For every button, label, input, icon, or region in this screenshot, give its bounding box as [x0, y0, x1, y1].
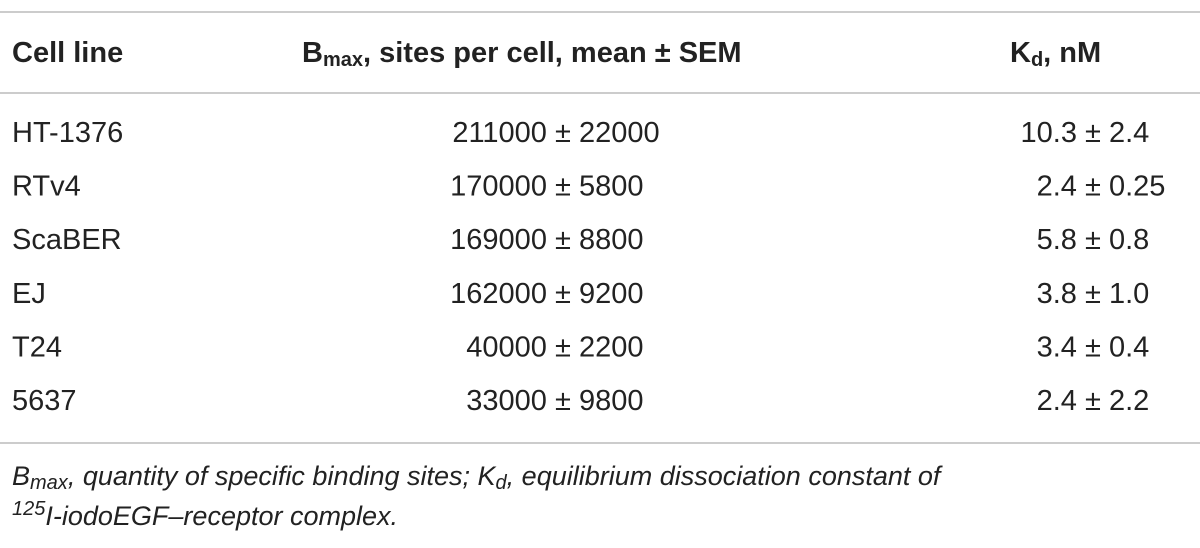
- cell-value: 10.3 ± 2.4: [1021, 117, 1150, 149]
- table-body: HT-1376 211000 ± 22000 10.3 ± 2.4 RTv4 17000…: [12, 117, 1165, 417]
- header-text: , sites per cell, mean ± SEM: [363, 37, 742, 69]
- footnote-line: Bmax, quantity of specific binding sites…: [12, 461, 943, 494]
- cell-value: 170000 ± 5800: [450, 171, 643, 203]
- header-text: , nM: [1043, 37, 1101, 69]
- cell-value: 2.4 ± 2.2: [1037, 385, 1150, 417]
- symbol: B: [302, 37, 323, 69]
- symbol: K: [1010, 37, 1031, 69]
- subscript: d: [1031, 49, 1043, 71]
- cell-value: 211000 ± 22000: [452, 117, 659, 149]
- cell-value: 3.4 ± 0.4: [1037, 331, 1150, 363]
- cell-line: 5637: [12, 385, 77, 417]
- cell-line: HT-1376: [12, 117, 123, 149]
- cell-value: 162000 ± 9200: [450, 278, 643, 310]
- cell-line: ScaBER: [12, 224, 122, 256]
- header-cell: Cell line: [12, 37, 123, 69]
- superscript: 125: [12, 498, 46, 520]
- cell-value: 33000 ± 9800: [466, 385, 643, 417]
- cell-value: 169000 ± 8800: [450, 224, 643, 256]
- cell-line: T24: [12, 331, 62, 363]
- subscript: d: [496, 472, 508, 494]
- footnote-line: 125I-iodoEGF–receptor complex.: [12, 498, 398, 531]
- footnote-text: , equilibrium dissociation constant of: [507, 461, 943, 491]
- symbol: B: [12, 461, 30, 491]
- footnote-text: , quantity of specific binding sites; K: [68, 461, 497, 491]
- cell-value: 5.8 ± 0.8: [1037, 224, 1150, 256]
- footnote-text: I-iodoEGF–receptor complex.: [45, 501, 398, 531]
- cell-line: RTv4: [12, 171, 81, 203]
- subscript: max: [323, 49, 363, 71]
- cell-line: EJ: [12, 278, 46, 310]
- header-bmax: Bmax, sites per cell, mean ± SEM: [302, 37, 742, 71]
- cell-value: 3.8 ± 1.0: [1037, 278, 1150, 310]
- header-kd: Kd, nM: [1010, 37, 1101, 71]
- cell-value: 2.4 ± 0.25: [1037, 171, 1166, 203]
- cell-value: 40000 ± 2200: [466, 331, 643, 363]
- subscript: max: [30, 472, 69, 494]
